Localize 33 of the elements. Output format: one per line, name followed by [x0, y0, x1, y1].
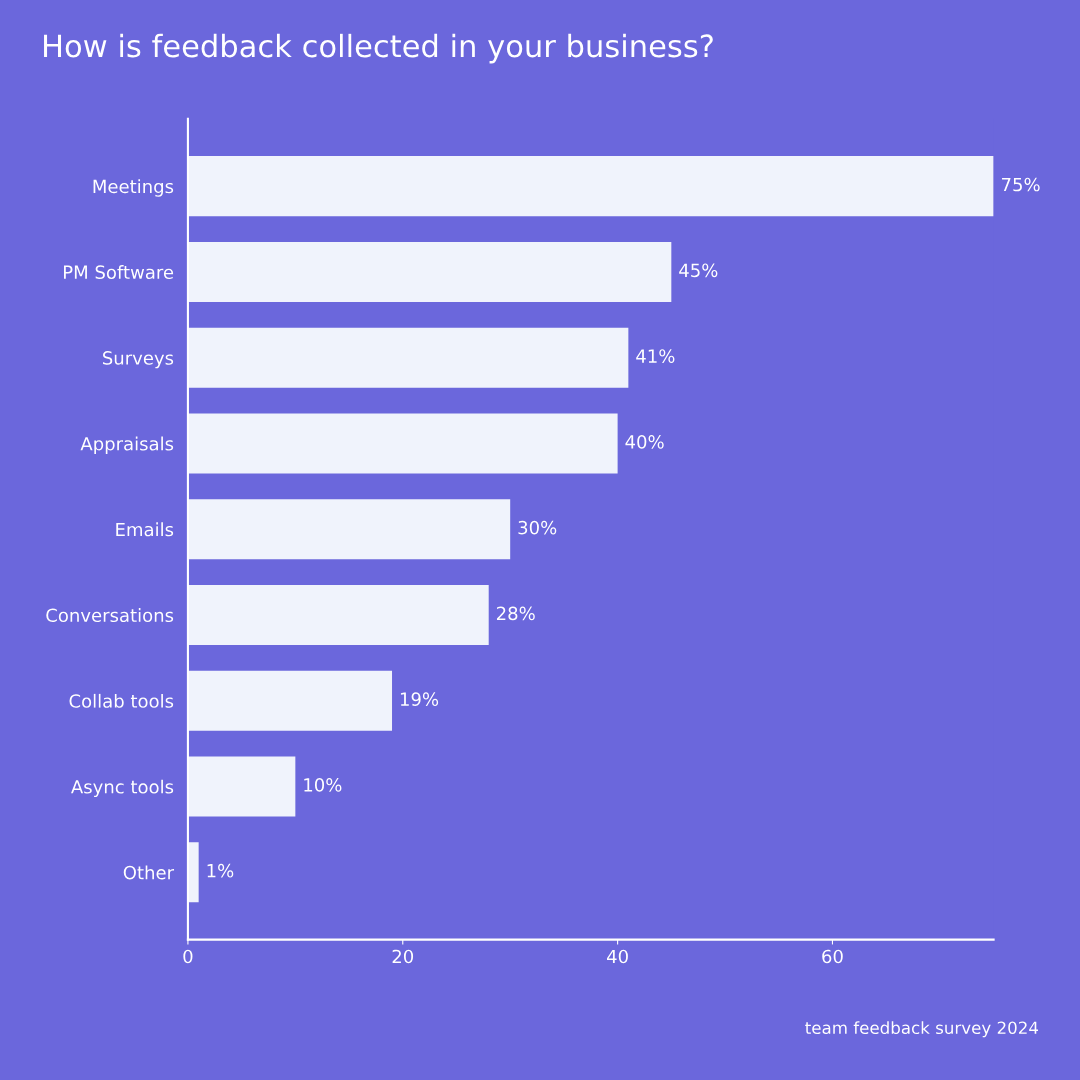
bar: [187, 670, 393, 731]
bar: [187, 241, 672, 302]
bar: [187, 156, 994, 217]
bar: [187, 327, 629, 388]
x-tick-label: 0: [183, 949, 193, 964]
data-label: 75%: [1002, 177, 1040, 192]
text: team feedback survey 2024: [805, 1021, 1039, 1038]
y-tick-label: Appraisals: [80, 436, 174, 455]
y-tick-label: Meetings: [93, 179, 174, 197]
data-label: 28%: [496, 606, 535, 621]
data-label: 41%: [636, 349, 675, 363]
bar: [187, 499, 511, 560]
data-label: 40%: [625, 435, 664, 449]
data-label: 45%: [679, 263, 718, 278]
x-tick-label: 60: [822, 949, 843, 964]
bar: [187, 756, 296, 817]
bar: [187, 584, 489, 645]
bar: [187, 842, 199, 903]
x-tick-label: 20: [392, 949, 414, 964]
data-label: 1%: [207, 863, 234, 878]
y-tick-label: PM Software: [64, 265, 174, 280]
bar: [187, 413, 618, 474]
data-label: 30%: [518, 520, 557, 535]
chart-title: How is feedback collected in your business?: [44, 33, 713, 64]
y-tick-label: Collab tools: [69, 693, 174, 708]
x-tick-label: 40: [607, 949, 628, 964]
y-tick-label: Other: [123, 865, 175, 880]
y-tick-label: Surveys: [103, 351, 174, 369]
y-tick-label: Async tools: [71, 779, 174, 798]
data-label: 19%: [400, 692, 439, 706]
y-tick-label: Emails: [116, 522, 174, 537]
y-tick-label: Conversations: [46, 608, 174, 623]
data-label: 10%: [304, 778, 342, 792]
